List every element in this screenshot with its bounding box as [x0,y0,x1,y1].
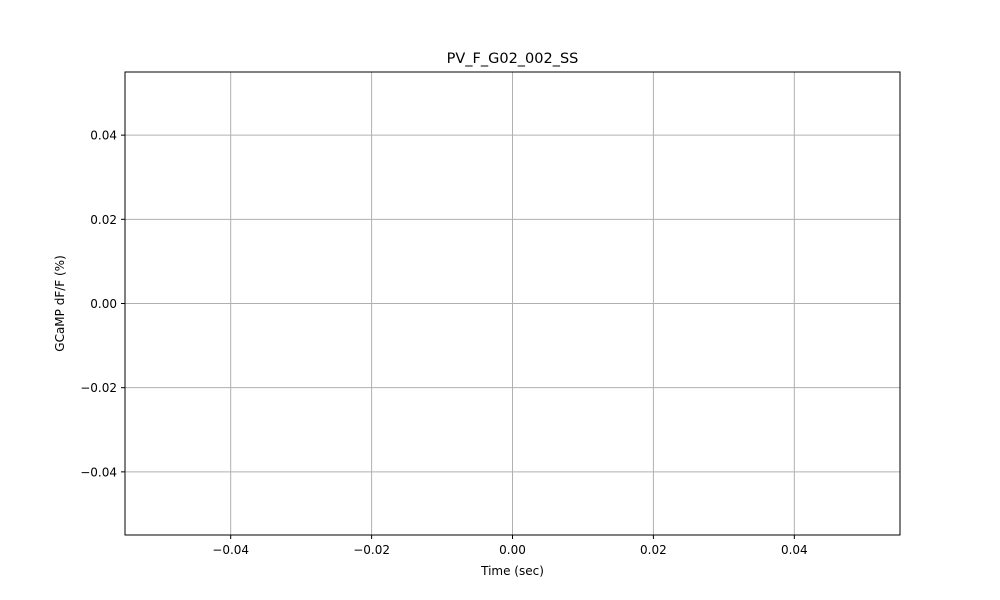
y-tick-label: −0.02 [80,381,117,395]
y-tick-label: −0.04 [80,465,117,479]
plot-frame [124,71,901,536]
axis-ticks: −0.04 −0.02 0.00 0.02 0.04 0.04 0.02 0.00 −0.02 −… [80,129,807,557]
grid-lines [125,72,900,535]
chart-title: PV_F_G02_002_SS [447,51,579,67]
y-tick-label: 0.02 [90,213,117,227]
y-tick-label: 0.00 [90,297,117,311]
y-axis-label: GCaMP dF/F (%) [53,255,67,351]
x-tick-label: 0.00 [499,543,526,557]
x-tick-label: 0.02 [640,543,667,557]
x-tick-label: −0.02 [353,543,390,557]
x-tick-label: 0.04 [781,543,808,557]
x-tick-label: −0.04 [212,543,249,557]
y-tick-label: 0.04 [90,129,117,143]
x-axis-label: Time (sec) [480,564,544,578]
